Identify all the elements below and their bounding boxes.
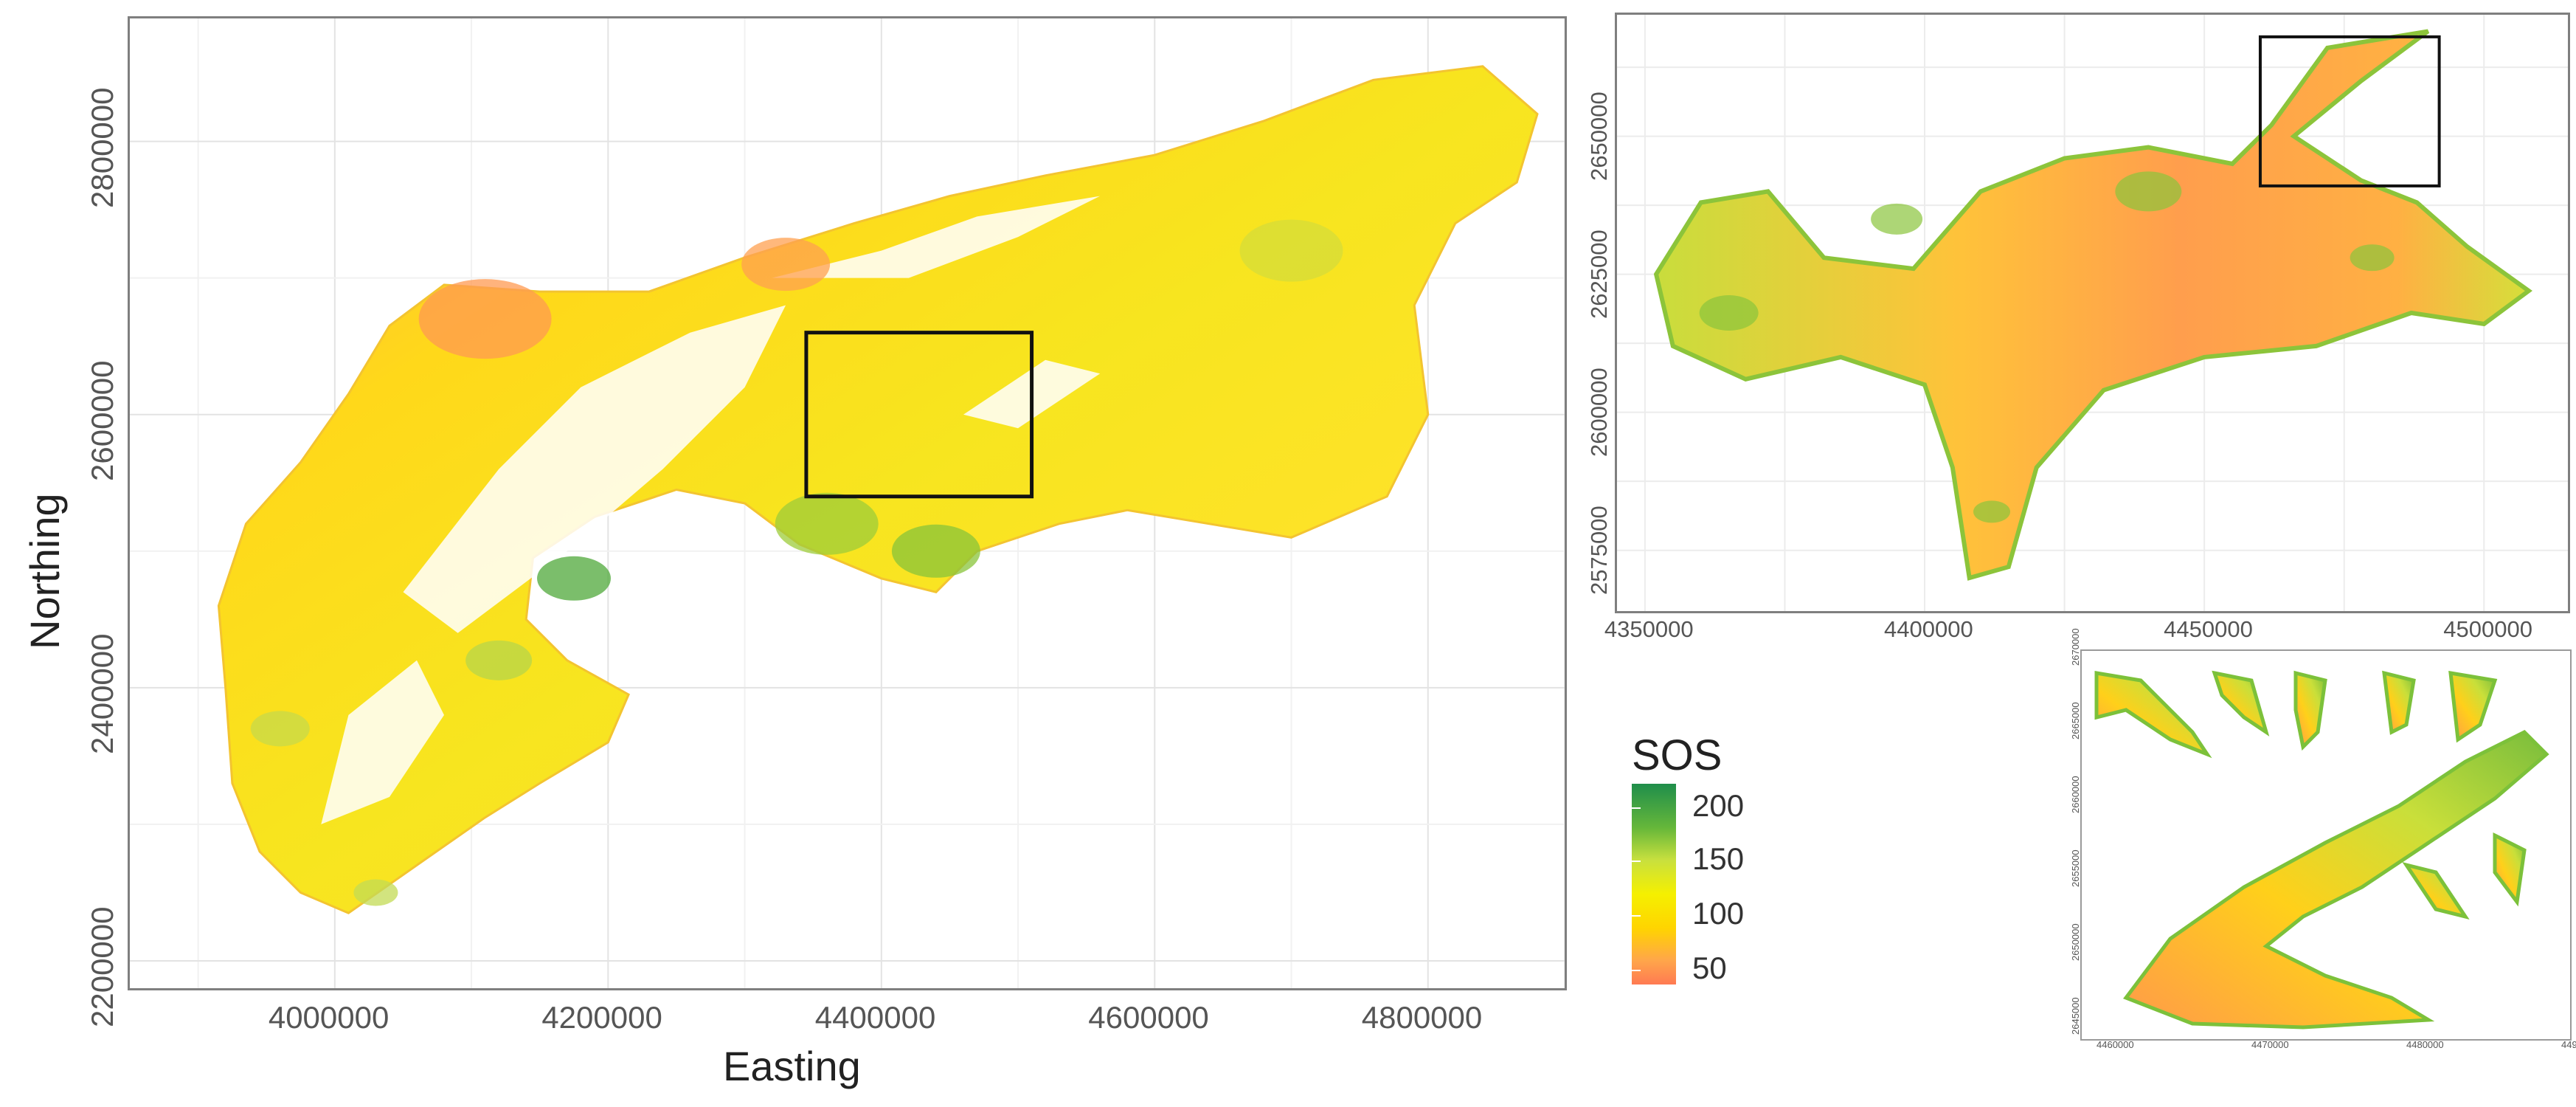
inset-area-box	[2258, 35, 2441, 187]
inset-y-tick: 2660000	[2070, 776, 2081, 813]
y-axis-label: Northing	[21, 493, 68, 649]
main-map-canvas	[130, 18, 1565, 988]
zoom-y-tick: 2600000	[1586, 367, 1612, 457]
legend-tick-label: 200	[1692, 788, 1745, 823]
alps-sos-region	[217, 65, 1539, 914]
main-x-tick: 4000000	[268, 1000, 389, 1035]
legend-tick-label: 100	[1692, 896, 1745, 931]
inset-y-tick: 2650000	[2070, 923, 2081, 961]
inset-x-tick: 4460000	[2097, 1039, 2134, 1050]
main-y-tick: 2400000	[85, 633, 120, 754]
zoom-x-tick: 4400000	[1884, 616, 1973, 642]
legend-tick-mark	[1632, 807, 1641, 809]
main-y-tick: 2200000	[85, 906, 120, 1027]
x-axis-label: Easting	[723, 1043, 861, 1089]
inset-map-panel	[2080, 649, 2572, 1041]
main-x-tick: 4600000	[1088, 1000, 1209, 1035]
legend-colorbar	[1632, 784, 1676, 984]
zoom-map-panel	[1615, 13, 2570, 613]
zoom-y-tick: 2650000	[1586, 91, 1612, 181]
sos-legend: SOS 200 150 100 50	[1629, 731, 1776, 1004]
inset-y-tick: 2670000	[2070, 628, 2081, 666]
zoom-sos-region	[1653, 29, 2532, 581]
main-map-panel	[128, 16, 1567, 990]
inset-x-tick: 4470000	[2251, 1039, 2289, 1050]
main-x-tick: 4200000	[541, 1000, 662, 1035]
inset-x-tick: 4480000	[2406, 1039, 2444, 1050]
inset-sos-region	[2094, 670, 2549, 1030]
inset-y-tick: 2655000	[2070, 849, 2081, 887]
inset-y-tick: 2645000	[2070, 997, 2081, 1035]
legend-title: SOS	[1632, 731, 1722, 779]
legend-tick-mark	[1632, 915, 1641, 917]
zoom-y-tick: 2625000	[1586, 229, 1612, 319]
main-y-tick: 2800000	[85, 87, 120, 208]
legend-tick-label: 150	[1692, 841, 1745, 876]
zoom-y-tick: 2575000	[1586, 506, 1612, 595]
zoom-area-box	[804, 331, 1034, 499]
zoom-x-tick: 4450000	[2164, 616, 2253, 642]
inset-y-tick: 2665000	[2070, 702, 2081, 739]
main-y-tick: 2600000	[85, 360, 120, 481]
zoom-x-tick: 4350000	[1604, 616, 1694, 642]
zoom-map-canvas	[1617, 15, 2568, 611]
legend-tick-mark	[1632, 970, 1641, 971]
legend-tick-mark	[1632, 861, 1641, 862]
legend-tick-label: 50	[1692, 951, 1727, 985]
zoom-x-tick: 4500000	[2443, 616, 2532, 642]
main-x-tick: 4400000	[814, 1000, 936, 1035]
inset-x-tick: 4490000	[2561, 1039, 2576, 1050]
inset-map-canvas	[2094, 670, 2549, 1030]
main-x-tick: 4800000	[1361, 1000, 1483, 1035]
